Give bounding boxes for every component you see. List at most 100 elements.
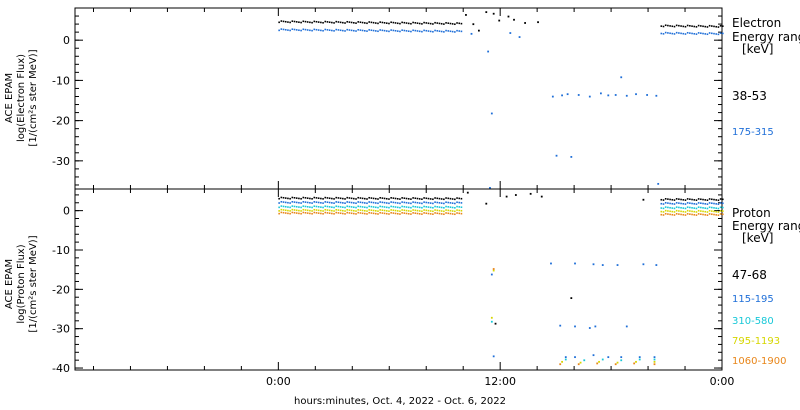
proton-baseline-point — [660, 202, 663, 205]
electron-data-point — [509, 32, 512, 34]
proton-baseline-point — [713, 213, 715, 216]
proton-baseline-point — [311, 198, 313, 200]
electron-baseline-point — [667, 32, 669, 34]
proton-baseline-point — [298, 201, 300, 204]
proton-baseline-point — [383, 206, 386, 208]
proton-baseline-point — [706, 214, 709, 216]
proton-baseline-point — [337, 197, 340, 199]
proton-baseline-point — [702, 207, 704, 209]
proton-baseline-point — [383, 197, 386, 200]
proton-baseline-point — [357, 205, 360, 208]
proton-baseline-point — [423, 201, 425, 203]
proton-baseline-point — [346, 211, 349, 214]
proton-baseline-point — [401, 201, 403, 203]
proton-baseline-point — [416, 206, 419, 208]
proton-baseline-point — [667, 213, 669, 215]
electron-baseline-point — [385, 30, 388, 32]
proton-baseline-point — [317, 212, 320, 214]
proton-baseline-point — [304, 205, 307, 208]
electron-baseline-point — [429, 22, 432, 25]
proton-baseline-point — [669, 210, 671, 213]
electron-baseline-point — [322, 29, 324, 32]
proton-baseline-point — [368, 211, 370, 214]
proton-baseline-point — [678, 202, 680, 204]
proton-baseline-point — [311, 202, 313, 204]
x-tick-label-2: 0:00 — [710, 375, 735, 388]
proton-baseline-point — [282, 209, 285, 211]
electron-baseline-point — [702, 32, 704, 35]
electron-baseline-point — [280, 20, 283, 22]
proton-baseline-point — [306, 197, 309, 199]
proton-baseline-point — [324, 196, 327, 199]
proton-baseline-point — [357, 209, 360, 211]
proton-data-point — [574, 262, 576, 265]
proton-baseline-point — [414, 201, 417, 204]
electron-baseline-point — [392, 29, 395, 32]
proton-baseline-point — [429, 213, 432, 215]
electron-baseline-point — [368, 21, 370, 23]
proton-baseline-point — [410, 206, 412, 209]
proton-baseline-point — [370, 209, 373, 211]
proton-baseline-point — [434, 201, 436, 203]
proton-baseline-point — [372, 212, 375, 215]
proton-baseline-point — [313, 208, 316, 211]
proton-baseline-point — [460, 212, 463, 215]
proton-baseline-point — [326, 197, 329, 199]
proton-baseline-point — [440, 206, 443, 209]
proton-baseline-point — [298, 206, 300, 208]
proton-baseline-point — [289, 197, 291, 200]
proton-legend-entry-4: 795-1193 — [732, 336, 780, 347]
proton-baseline-point — [418, 202, 421, 204]
proton-baseline-point — [715, 199, 718, 201]
proton-baseline-point — [322, 198, 324, 200]
proton-baseline-point — [693, 207, 696, 209]
proton-baseline-point — [434, 212, 436, 214]
proton-baseline-point — [456, 209, 458, 211]
proton-baseline-point — [443, 210, 445, 213]
proton-baseline-point — [353, 197, 355, 200]
proton-baseline-point — [348, 201, 351, 204]
proton-baseline-point — [374, 212, 377, 215]
proton-baseline-point — [348, 205, 351, 208]
proton-data-point — [598, 360, 600, 363]
proton-data-point — [616, 264, 619, 266]
proton-baseline-point — [313, 211, 316, 214]
proton-baseline-point — [719, 213, 722, 215]
proton-baseline-point — [396, 212, 399, 215]
electron-baseline-point — [278, 29, 280, 32]
electron-baseline-point — [381, 21, 384, 24]
electron-baseline-point — [447, 30, 450, 32]
electron-baseline-point — [704, 33, 707, 35]
proton-series-1 — [278, 200, 724, 359]
proton-data-point — [529, 192, 532, 195]
electron-baseline-point — [678, 24, 680, 27]
proton-baseline-point — [443, 198, 445, 201]
proton-baseline-point — [686, 206, 689, 208]
proton-baseline-point — [711, 202, 713, 205]
electron-baseline-point — [284, 20, 287, 23]
electron-baseline-point — [702, 25, 704, 28]
proton-baseline-point — [401, 205, 403, 208]
proton-baseline-point — [460, 202, 463, 204]
proton-baseline-point — [664, 198, 667, 200]
electron-data-point — [513, 18, 515, 21]
electron-baseline-point — [410, 22, 412, 25]
proton-baseline-point — [711, 198, 713, 201]
electron-baseline-point — [331, 21, 333, 24]
electron-baseline-point — [660, 25, 663, 27]
proton-baseline-point — [700, 206, 702, 209]
proton-baseline-point — [350, 197, 353, 200]
electron-baseline-point — [348, 29, 351, 31]
proton-data-point — [559, 363, 562, 366]
proton-baseline-point — [361, 201, 364, 204]
electron-baseline-point — [425, 22, 428, 24]
electron-ytick-label-1: -10 — [52, 74, 70, 87]
proton-data-point — [633, 362, 636, 365]
proton-baseline-point — [432, 198, 434, 201]
proton-baseline-point — [280, 200, 283, 203]
proton-baseline-point — [374, 202, 377, 204]
proton-baseline-point — [421, 198, 423, 200]
proton-baseline-point — [366, 210, 368, 212]
electron-baseline-point — [306, 21, 309, 23]
proton-baseline-point — [440, 202, 443, 204]
